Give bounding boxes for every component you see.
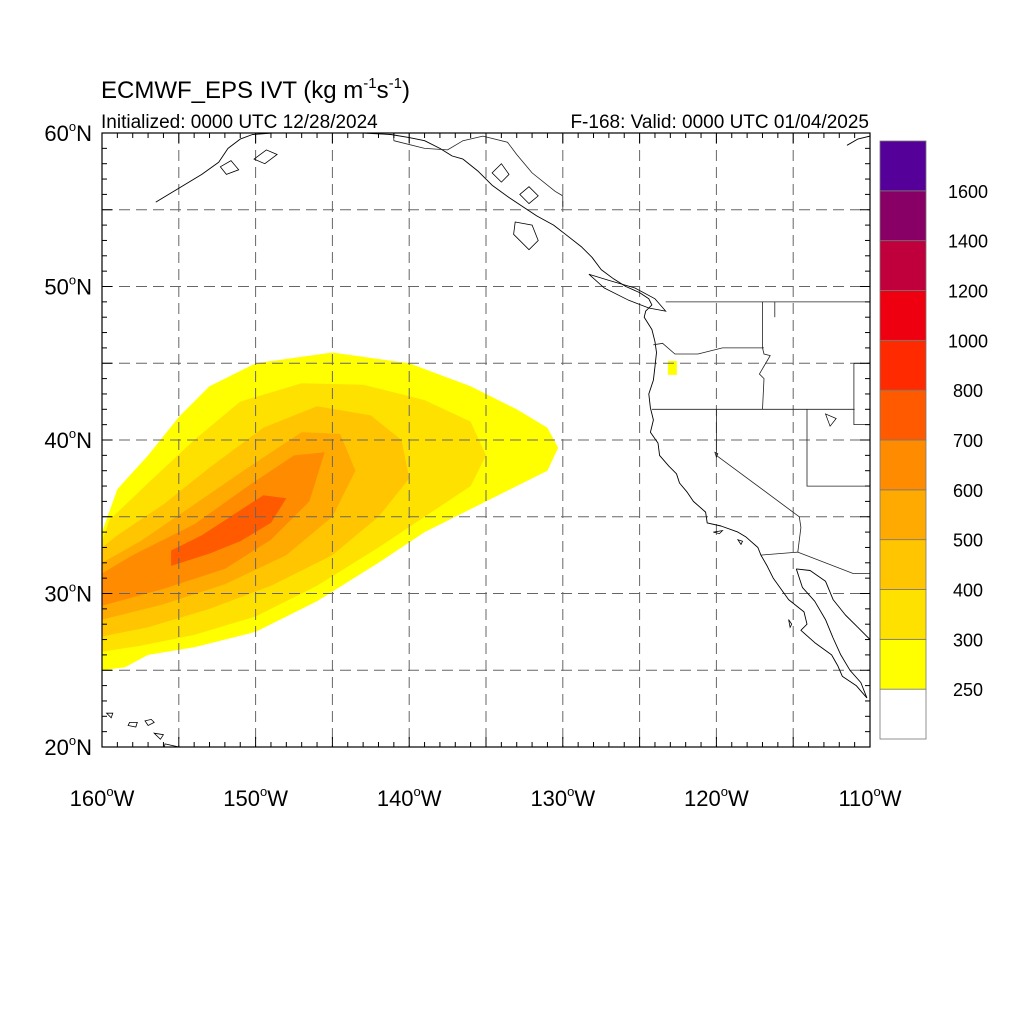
lat-label: 50oN — [44, 273, 92, 300]
colorbar-bin — [879, 589, 927, 640]
island-outline — [491, 163, 510, 183]
island-outline — [253, 149, 278, 165]
colorbar-bin — [879, 439, 927, 491]
colorbar-bin — [879, 240, 927, 291]
coastline — [155, 133, 273, 203]
island-outline — [513, 221, 539, 251]
lon-label: 120oW — [684, 784, 749, 811]
island-outline — [219, 160, 240, 175]
coastline — [846, 135, 870, 146]
ivt-contour-level-6 — [171, 495, 287, 566]
lat-label: 30oN — [44, 580, 92, 607]
colorbar-label: 1200 — [948, 282, 988, 302]
political-border — [653, 342, 764, 355]
island-outline — [588, 273, 667, 312]
colorbar-label: 300 — [953, 630, 983, 650]
lon-label: 140oW — [377, 784, 442, 811]
island-outline — [144, 718, 155, 727]
island-outline — [713, 530, 724, 535]
lon-label: 130oW — [530, 784, 595, 811]
political-border — [853, 363, 870, 426]
island-outline — [105, 712, 114, 719]
colorbar-bin — [879, 489, 927, 541]
colorbar-bin — [879, 140, 927, 192]
coastlines-layer — [105, 133, 870, 747]
axis-ticks — [101, 132, 871, 748]
colorbar-label: 800 — [953, 381, 983, 401]
political-border — [806, 409, 870, 487]
valid-time-label: F-168: Valid: 0000 UTC 01/04/2025 — [570, 112, 869, 133]
colorbar-bin — [879, 290, 927, 341]
lat-label: 60oN — [44, 119, 92, 146]
lon-label: 150oW — [223, 784, 288, 811]
island-outline — [519, 186, 539, 205]
political-borders-layer — [393, 133, 870, 574]
colorbar-bin — [879, 339, 927, 391]
island-outline — [153, 732, 165, 740]
island-outline — [736, 539, 744, 546]
colorbar-label: 400 — [953, 581, 983, 601]
colorbar-label: 1000 — [948, 331, 988, 351]
figure-title: ECMWF_EPS IVT (kg m-1s-1) — [101, 75, 410, 104]
colorbar-label: 1600 — [948, 182, 988, 202]
colorbar-label: 700 — [953, 431, 983, 451]
political-border — [758, 301, 771, 410]
colorbar-label: 600 — [953, 481, 983, 501]
colorbar-bin — [879, 688, 927, 740]
colorbar-bin — [879, 190, 927, 242]
coastline — [462, 158, 868, 699]
lat-label: 40oN — [44, 426, 92, 453]
colorbar-bin — [879, 539, 927, 590]
political-border — [716, 409, 802, 553]
island-outline — [788, 619, 793, 629]
ivt-small-patch — [667, 360, 677, 375]
lon-label: 110oW — [838, 784, 901, 811]
colorbar-bin — [879, 638, 927, 690]
colorbar-label: 250 — [953, 680, 983, 700]
political-border — [393, 135, 564, 207]
latitude-labels: 60oN 50oN 40oN 30oN 20oN — [44, 119, 92, 760]
coastline — [795, 568, 868, 699]
lat-label: 20oN — [44, 733, 92, 760]
coastline — [363, 133, 464, 160]
lon-label: 160oW — [70, 784, 135, 811]
colorbar-bin — [879, 389, 927, 441]
colorbar-label: 500 — [953, 531, 983, 551]
political-border — [760, 551, 870, 574]
init-time-label: Initialized: 0000 UTC 12/28/2024 — [101, 112, 378, 133]
lake-outline — [824, 413, 837, 427]
island-outline — [127, 722, 138, 728]
colorbar-label: 1400 — [948, 232, 988, 252]
map-plot-area — [102, 133, 870, 747]
coastline — [796, 568, 870, 655]
longitude-labels: 160oW 150oW 140oW 130oW 120oW 110oW — [70, 784, 902, 811]
ivt-colorbar: 250 300 400 500 600 700 800 1000 1200 1400 1600 — [879, 140, 988, 740]
